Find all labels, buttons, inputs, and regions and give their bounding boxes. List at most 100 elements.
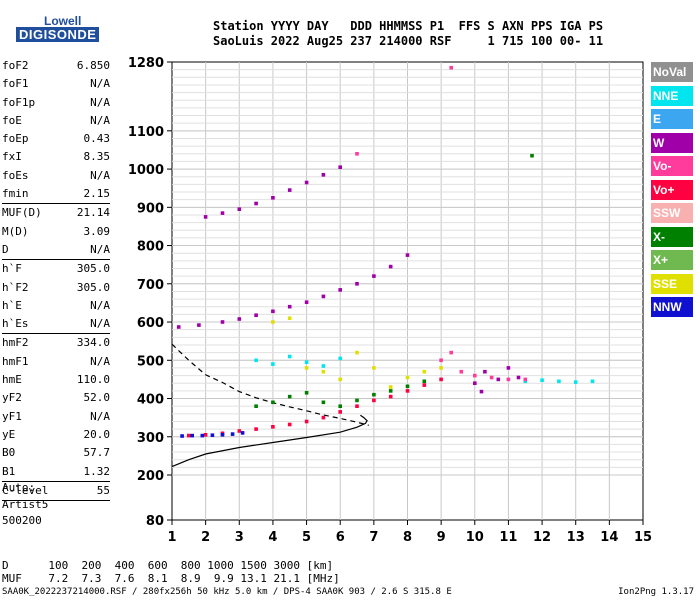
- param-name: foEs: [2, 168, 29, 182]
- y-tick-label: 700: [137, 278, 164, 293]
- x-tick-label: 15: [634, 530, 652, 545]
- param-value: N/A: [90, 317, 110, 331]
- param-name: foF1p: [2, 95, 36, 109]
- y-tick-label: 500: [137, 354, 164, 369]
- data-point: [540, 378, 544, 382]
- data-point: [271, 320, 275, 324]
- y-tick-label: 200: [137, 469, 164, 484]
- param-value: N/A: [90, 95, 110, 109]
- y-tick-label: 1280: [128, 56, 164, 71]
- param-row: M(D) 3.09: [2, 223, 110, 241]
- param-value: N/A: [90, 298, 110, 312]
- param-row: h`F 305.0: [2, 260, 110, 278]
- legend-item: NNW: [651, 297, 693, 317]
- data-point: [479, 389, 484, 394]
- parameter-panel: foF2 6.850 foF1 N/A foF1p N/A foE N/A foEp 0.43 fx…: [2, 57, 111, 502]
- param-value: 21.14: [76, 206, 110, 220]
- data-point: [190, 433, 194, 438]
- digisonde-logo: Lowell DIGISONDE: [4, 8, 100, 48]
- y-tick-label: 1000: [128, 163, 164, 178]
- y-tick-label: 300: [137, 431, 164, 446]
- data-point: [557, 379, 561, 384]
- data-point: [287, 304, 292, 309]
- param-value: 52.0: [83, 391, 111, 405]
- data-point: [200, 433, 205, 438]
- param-name: M(D): [2, 224, 29, 238]
- legend-item: NoVal: [651, 62, 693, 82]
- param-name: foF2: [2, 59, 29, 72]
- polarization-legend: NoVal NNE E W Vo- Vo+ SSW X- X+ SSE NNW: [651, 62, 693, 321]
- param-value: 110.0: [76, 373, 110, 387]
- param-name: h`F: [2, 262, 22, 276]
- legend-item: W: [651, 132, 693, 153]
- data-point: [254, 201, 258, 206]
- x-tick-label: 13: [567, 530, 585, 545]
- data-point: [338, 356, 342, 361]
- param-value: 3.09: [83, 224, 111, 238]
- param-row: C-level 55: [2, 482, 110, 502]
- data-point: [210, 433, 215, 437]
- legend-item: E: [651, 109, 693, 129]
- data-point: [355, 350, 359, 355]
- data-point: [422, 379, 427, 384]
- legend-item: NNE: [651, 85, 693, 106]
- header-labels: Station YYYY DAY DDD HHMMSS P1 FFS S AXN…: [213, 19, 604, 33]
- data-point: [405, 375, 410, 380]
- data-point: [254, 313, 258, 317]
- data-point: [422, 369, 427, 374]
- data-point: [271, 400, 275, 405]
- data-point: [304, 366, 309, 370]
- param-row: hmE 110.0: [2, 371, 110, 389]
- data-point: [338, 404, 342, 408]
- legend-item: Vo+: [651, 179, 693, 200]
- param-value: N/A: [90, 113, 110, 127]
- x-tick-label: 6: [336, 530, 345, 545]
- param-value: 20.0: [83, 427, 111, 441]
- data-point: [321, 364, 326, 368]
- data-point: [304, 419, 309, 424]
- param-name: h`E: [2, 298, 22, 312]
- x-tick-label: 3: [235, 530, 244, 545]
- param-row: foE N/A: [2, 112, 110, 130]
- param-name: MUF(D): [2, 206, 42, 220]
- data-point: [338, 410, 342, 414]
- param-name: B1: [2, 464, 16, 478]
- data-point: [388, 385, 393, 389]
- param-value: 2.15: [83, 187, 111, 201]
- param-name: hmF2: [2, 336, 29, 350]
- param-row: hmF1 N/A: [2, 353, 110, 371]
- distance-row: D 100 200 400 600 800 1000 1500 3000 [km…: [2, 559, 334, 572]
- x-tick-label: 9: [437, 530, 446, 545]
- x-tick-label: 10: [466, 530, 484, 545]
- y-tick-label: 600: [137, 316, 164, 331]
- data-point: [523, 377, 528, 382]
- data-point: [338, 165, 342, 169]
- y-tick-label: 1100: [128, 125, 164, 140]
- x-tick-label: 5: [302, 530, 311, 545]
- data-point: [355, 152, 359, 156]
- data-point: [496, 377, 501, 382]
- data-point: [523, 379, 528, 384]
- software-version: Ion2Png 1.3.17: [618, 587, 694, 597]
- data-point: [321, 415, 326, 420]
- data-point: [573, 380, 578, 384]
- data-point: [237, 207, 242, 211]
- param-name: foF1: [2, 77, 29, 91]
- param-row: MUF(D) 21.14: [2, 204, 110, 222]
- data-point: [516, 375, 521, 380]
- data-point: [237, 429, 242, 433]
- data-point: [405, 384, 410, 389]
- x-tick-label: 2: [201, 530, 210, 545]
- data-point: [287, 316, 292, 320]
- data-point: [271, 362, 275, 366]
- data-point: [355, 404, 359, 408]
- param-row: foF2 6.850: [2, 57, 110, 75]
- param-value: N/A: [90, 354, 110, 368]
- logo-line-1: Lowell: [44, 14, 82, 28]
- muf-row: MUF 7.2 7.3 7.6 8.1 8.9 9.9 13.1 21.1 [M…: [2, 572, 340, 585]
- data-point: [483, 369, 487, 374]
- data-point: [355, 398, 359, 403]
- data-point: [405, 389, 410, 393]
- param-row: foEs N/A: [2, 167, 110, 185]
